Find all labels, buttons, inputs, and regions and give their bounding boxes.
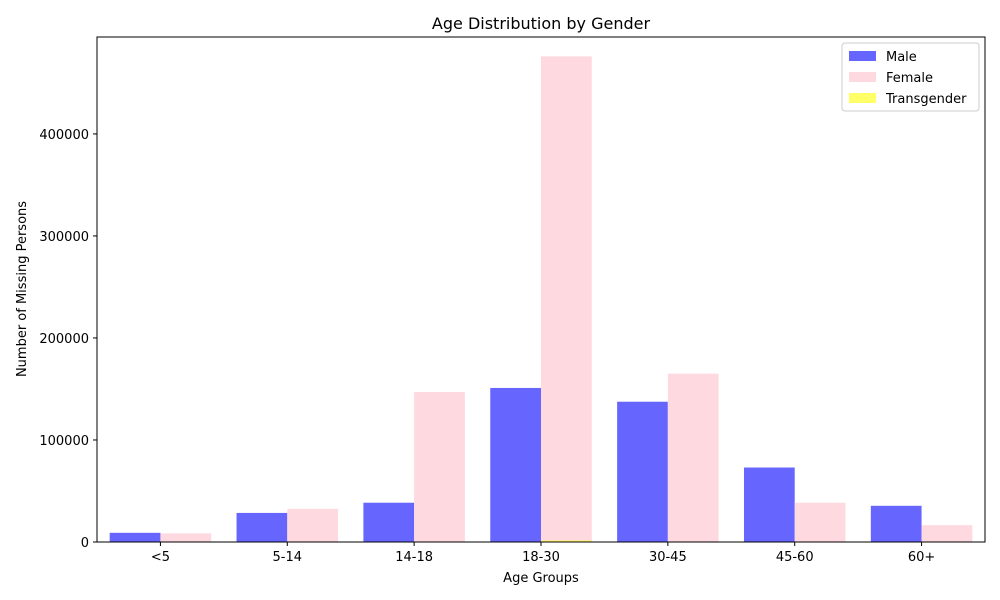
- y-tick-label-4: 400000: [39, 128, 89, 143]
- legend-box: [841, 42, 980, 112]
- x-tick-label-3: 18-30: [522, 550, 560, 565]
- chart-title: Age Distribution by Gender: [432, 14, 651, 33]
- bar-male-1: [236, 512, 288, 542]
- x-axis-label: Age Groups: [503, 571, 579, 586]
- y-tick-label-3: 300000: [39, 230, 89, 245]
- bar-male-4: [617, 401, 668, 542]
- legend: Male Female Transgender: [841, 42, 980, 112]
- bars-group: [109, 56, 973, 542]
- x-tick-label-0: <5: [151, 550, 170, 565]
- bar-male-2: [363, 502, 415, 542]
- bar-female-0: [160, 533, 212, 542]
- bar-transgender-3: [541, 540, 592, 542]
- x-tick-label-5: 45-60: [776, 550, 814, 565]
- bar-female-6: [921, 525, 973, 542]
- y-tick-label-1: 100000: [39, 434, 89, 449]
- legend-label-female: Female: [886, 71, 933, 86]
- bar-male-6: [870, 505, 922, 542]
- legend-swatch-transgender: [849, 93, 876, 103]
- x-tick-label-1: 5-14: [273, 550, 303, 565]
- y-axis-label: Number of Missing Persons: [15, 201, 30, 377]
- y-tick-label-0: 0: [81, 536, 89, 551]
- legend-swatch-female: [849, 72, 876, 82]
- axes-group: <5 5-14 14-18 18-30 30-45 45-60 60+ 0 100000 2000…: [39, 36, 986, 565]
- x-tick-label-6: 60+: [908, 550, 935, 565]
- legend-swatch-male: [849, 51, 876, 61]
- bar-female-1: [287, 508, 339, 542]
- x-tick-label-4: 30-45: [649, 550, 687, 565]
- bar-female-4: [667, 373, 719, 542]
- bar-male-0: [109, 532, 161, 542]
- legend-label-male: Male: [886, 50, 917, 65]
- bar-male-3: [490, 387, 541, 542]
- bar-female-5: [794, 502, 846, 542]
- y-tick-label-2: 200000: [39, 332, 89, 347]
- bar-male-5: [743, 467, 795, 542]
- x-tick-label-2: 14-18: [395, 550, 433, 565]
- bar-female-3: [541, 56, 592, 542]
- bar-female-2: [414, 392, 465, 542]
- legend-label-transgender: Transgender: [885, 92, 967, 107]
